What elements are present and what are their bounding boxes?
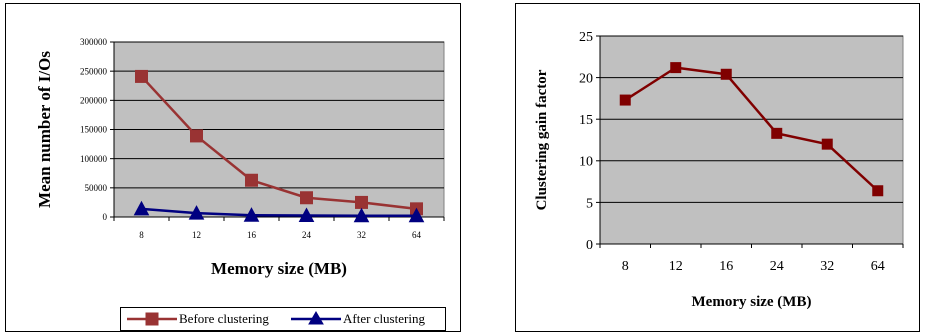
y-tick-label: 50000 [85, 183, 108, 193]
gain-chart-svg: 0 5 10 15 20 25 8 12 16 24 32 64 Memory size (MB) Clu… [534, 30, 904, 310]
data-point [190, 129, 203, 143]
data-point [408, 207, 425, 223]
legend-swatch-before [125, 308, 179, 330]
x-tick-label: 16 [247, 230, 257, 240]
x-tick-label: 64 [871, 259, 885, 274]
series-line-before-clustering [140, 75, 417, 211]
y-tick-label: 0 [103, 212, 108, 222]
y-tick-label: 20 [579, 72, 593, 87]
data-point [353, 207, 370, 223]
data-point [243, 207, 260, 222]
x-axis-title: Memory size (MB) [211, 259, 347, 278]
series-line-after-clustering [141, 207, 417, 218]
data-point [720, 68, 732, 80]
y-tick-label: 300000 [80, 37, 108, 47]
y-axis-title: Clustering gain factor [534, 69, 550, 210]
io-chart-svg: 0 50000 100000 150000 200000 250000 300000 8 12 1… [35, 37, 445, 278]
data-point [821, 138, 833, 150]
x-tick-label: 8 [139, 230, 144, 240]
legend-label-after: After clustering [343, 311, 425, 326]
legend-item-before: Before clustering [125, 308, 269, 330]
chart-panel-gain: 0 5 10 15 20 25 8 12 16 24 32 64 Memory size (MB) Clu… [515, 3, 920, 332]
x-tick-label: 24 [302, 230, 312, 240]
data-point [188, 205, 205, 220]
y-tick-label: 10 [579, 155, 593, 170]
x-tick-label: 32 [357, 230, 366, 240]
plot-area [599, 35, 904, 245]
legend-item-after: After clustering [289, 308, 425, 330]
x-axis-title: Memory size (MB) [692, 294, 812, 310]
y-tick-label: 25 [579, 30, 593, 45]
data-point [771, 127, 783, 139]
x-tick-label: 32 [820, 259, 834, 274]
y-tick-label: 0 [586, 238, 593, 253]
y-tick-label: 200000 [80, 95, 108, 105]
data-point [300, 191, 313, 205]
x-tick-label: 24 [770, 259, 784, 274]
data-point [298, 207, 315, 223]
x-tick-label: 64 [412, 230, 422, 240]
x-tick-label: 12 [192, 230, 201, 240]
data-point [135, 69, 148, 83]
chart-legend: Before clustering After clustering [120, 307, 446, 331]
y-tick-label: 250000 [80, 66, 108, 76]
x-tick-label: 16 [719, 259, 733, 274]
x-tick-label: 8 [622, 259, 629, 274]
data-point [245, 173, 258, 187]
data-point [355, 195, 368, 209]
data-point [619, 94, 631, 106]
y-tick-label: 150000 [80, 125, 108, 135]
legend-label-before: Before clustering [179, 311, 269, 326]
x-tick-label: 12 [669, 259, 683, 274]
y-tick-label: 100000 [80, 154, 108, 164]
data-point [872, 185, 884, 197]
y-axis-title: Mean number of I/Os [35, 51, 54, 208]
series-line-gain [624, 66, 879, 192]
chart-panel-io: 0 50000 100000 150000 200000 250000 300000 8 12 1… [5, 3, 461, 332]
data-point [670, 62, 682, 74]
data-point [133, 200, 150, 216]
y-tick-label: 5 [586, 196, 593, 211]
y-tick-label: 15 [579, 113, 593, 128]
legend-swatch-after [289, 308, 343, 330]
